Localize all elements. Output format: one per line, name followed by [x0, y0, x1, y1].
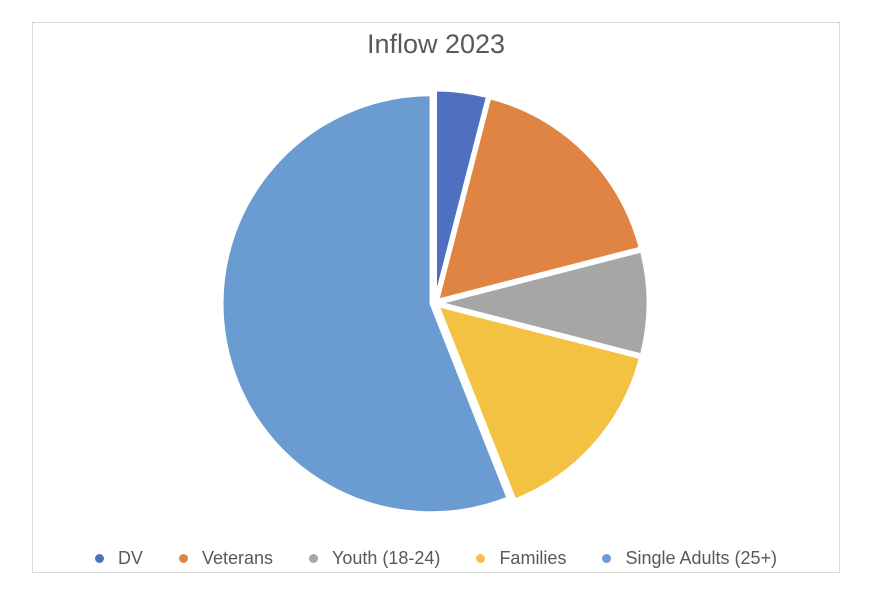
chart-frame: Inflow 2023 DV Veterans Youth (18-24) Famil… — [32, 22, 840, 573]
legend-swatch — [309, 554, 319, 563]
legend-item-veterans: Veterans — [178, 548, 274, 569]
pie-slice-dv — [434, 88, 490, 300]
legend-item-families: Families — [476, 548, 566, 569]
pie-slice-veterans — [435, 95, 643, 303]
legend-item-youth-18-24: Youth (18-24) — [309, 548, 440, 569]
legend-item-single-adults-25: Single Adults (25+) — [602, 548, 777, 569]
pie-slice-single-adults-25 — [220, 93, 510, 515]
pie-chart — [220, 88, 650, 515]
legend-label: Families — [499, 548, 567, 568]
legend-swatch — [602, 554, 612, 563]
legend-swatch — [476, 554, 486, 563]
legend-label: Youth (18-24) — [332, 548, 441, 568]
pie-slice-youth-18-24 — [438, 249, 650, 357]
legend-label: DV — [117, 548, 143, 568]
chart-legend: DV Veterans Youth (18-24) Families Single Ad… — [33, 548, 839, 569]
legend-item-dv: DV — [94, 548, 143, 569]
legend-label: Veterans — [201, 548, 274, 568]
legend-swatch — [94, 554, 104, 563]
pie-slice-families — [435, 303, 643, 502]
legend-swatch — [178, 554, 188, 563]
chart-title: Inflow 2023 — [366, 29, 506, 59]
legend-label: Single Adults (25+) — [625, 548, 778, 568]
